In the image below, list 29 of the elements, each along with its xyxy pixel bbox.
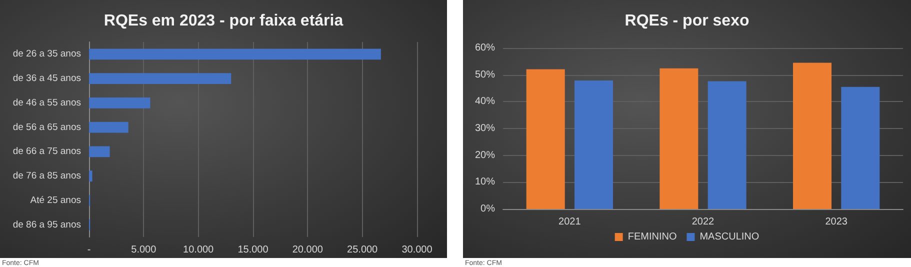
x-tick-label: 2021 [558, 216, 582, 228]
y-tick-label: 40% [474, 96, 496, 108]
legend-label: FEMININO [628, 232, 677, 242]
x-tick-label: 5.000 [131, 244, 157, 256]
y-tick-label: de 76 a 85 anos [12, 170, 82, 182]
y-tick-label: de 26 a 35 anos [12, 48, 82, 60]
chart-title: RQEs - por sexo [624, 12, 750, 30]
y-tick-label: 20% [474, 150, 496, 161]
y-tick-label: de 36 a 45 anos [12, 73, 82, 84]
x-tick-label: 30.000 [402, 244, 433, 256]
y-tick-label: 0% [480, 204, 496, 214]
y-tick-label: 10% [474, 176, 496, 188]
y-tick-label: 30% [474, 123, 496, 134]
y-tick-label: 50% [474, 69, 496, 80]
x-tick-label: 15.000 [238, 244, 269, 256]
y-tick-label: de 56 a 65 anos [12, 122, 82, 133]
chart-title: RQEs em 2023 - por faixa etária [104, 12, 344, 30]
x-tick-label: 25.000 [347, 244, 378, 256]
x-tick-label: 2022 [692, 216, 715, 228]
legend-label: MASCULINO [700, 232, 760, 242]
x-tick-label: - [87, 244, 91, 256]
x-tick-label: 2023 [825, 216, 848, 228]
y-tick-label: 60% [474, 42, 496, 54]
y-tick-label: Até 25 anos [30, 194, 82, 206]
y-tick-label: de 86 a 95 anos [12, 219, 82, 230]
y-tick-label: de 46 a 55 anos [12, 97, 82, 108]
x-tick-label: 10.000 [183, 244, 214, 256]
x-tick-label: 20.000 [292, 244, 324, 256]
y-tick-label: de 66 a 75 anos [12, 146, 82, 158]
